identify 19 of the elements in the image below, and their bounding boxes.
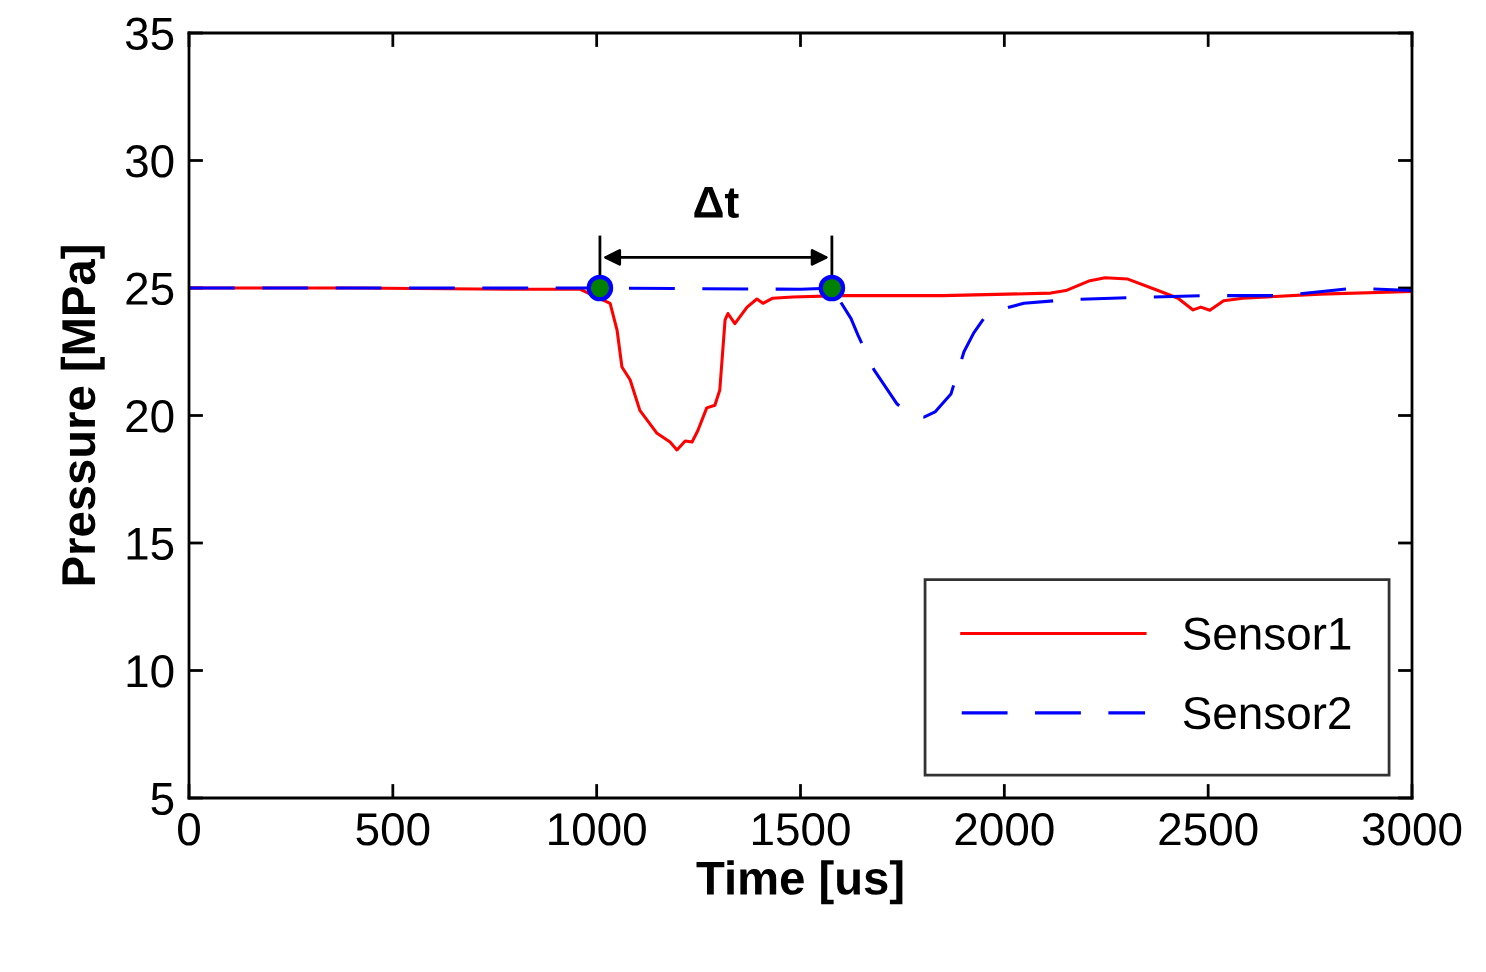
legend-label: Sensor2 <box>1183 696 1351 730</box>
x-tick-label: 1000 <box>549 813 646 846</box>
x-axis-title: Time [us] <box>696 860 903 905</box>
x-tick-label: 2500 <box>1159 813 1258 846</box>
x-tick-label: 3000 <box>1362 813 1462 846</box>
y-tick-label: 20 <box>126 400 174 433</box>
legend-label: Sensor1 <box>1183 617 1351 650</box>
y-axis-title: Pressure [MPa] <box>60 246 105 585</box>
x-tick-label: 2000 <box>955 813 1054 846</box>
y-tick-label: 15 <box>127 528 174 561</box>
x-tick-label: 1500 <box>753 813 850 846</box>
annotation: Δt <box>694 187 739 218</box>
x-tick-label: 500 <box>356 813 430 846</box>
y-tick-label: 10 <box>127 655 174 688</box>
y-tick-label: 25 <box>126 272 174 306</box>
y-tick-label: 35 <box>125 17 174 51</box>
y-tick-label: 5 <box>151 783 174 816</box>
x-tick-label: 0 <box>178 813 200 846</box>
y-tick-label: 30 <box>125 145 174 178</box>
